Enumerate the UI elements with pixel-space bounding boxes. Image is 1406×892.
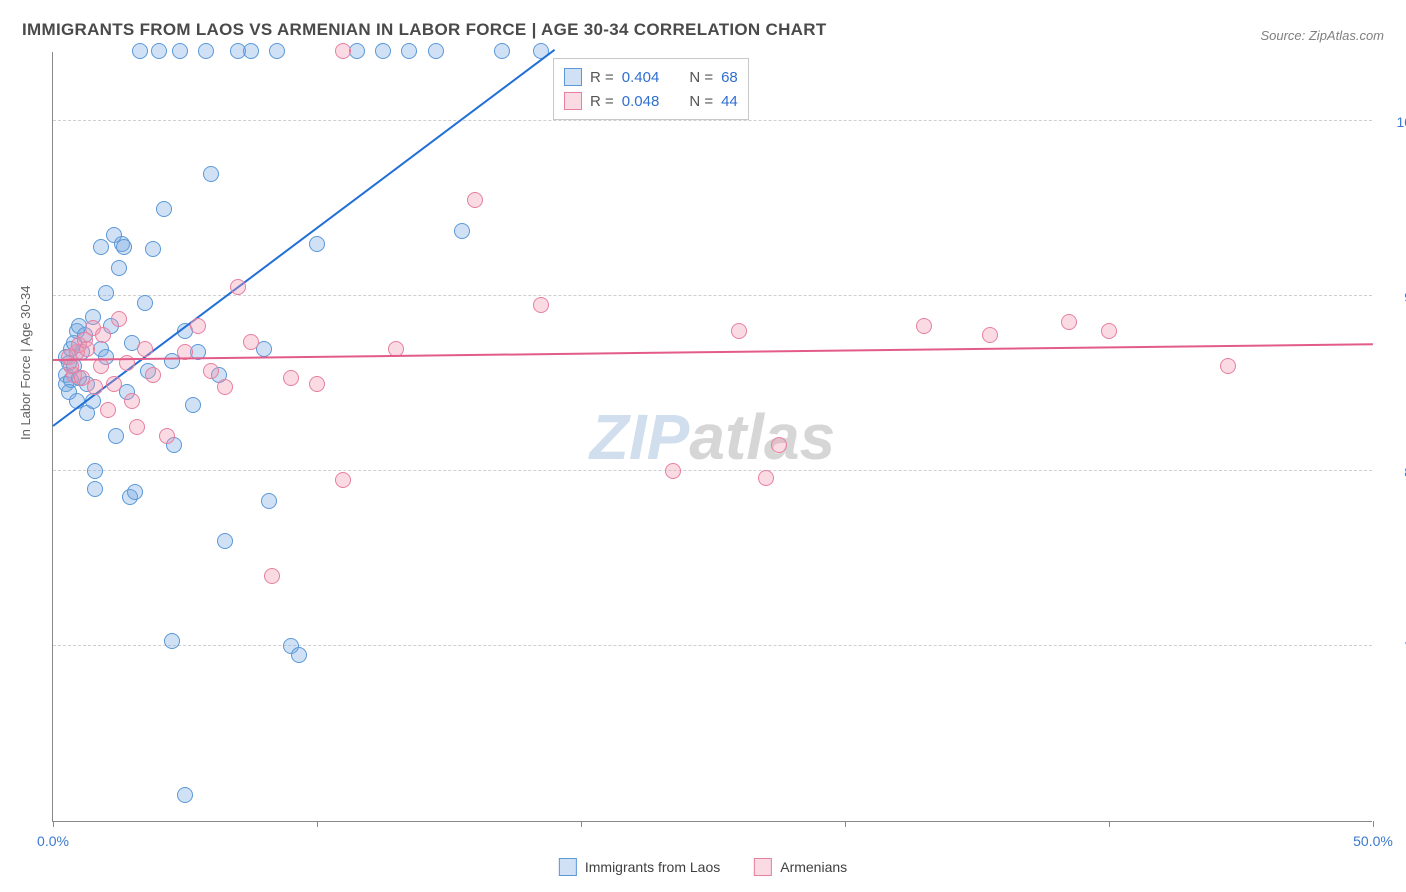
scatter-point [467,192,483,208]
scatter-point [1101,323,1117,339]
scatter-point [264,568,280,584]
scatter-point [533,297,549,313]
scatter-point [731,323,747,339]
scatter-point [87,481,103,497]
legend-swatch [754,858,772,876]
x-tick [1109,821,1110,827]
scatter-point [116,239,132,255]
scatter-point [108,428,124,444]
scatter-point [172,43,188,59]
x-tick-label: 0.0% [37,833,69,849]
scatter-point [132,43,148,59]
correlation-stats-legend: R =0.404N =68R =0.048N =44 [553,58,749,120]
scatter-point [124,393,140,409]
x-tick [1373,821,1374,827]
series-legend: Immigrants from Laos Armenians [559,858,847,876]
scatter-point [203,166,219,182]
scatter-point [87,463,103,479]
scatter-point [111,260,127,276]
scatter-point [185,397,201,413]
legend-swatch [559,858,577,876]
y-tick-label: 100.0% [1384,114,1406,130]
scatter-point [177,787,193,803]
legend-swatch [564,68,582,86]
scatter-point [93,239,109,255]
scatter-point [401,43,417,59]
scatter-point [129,419,145,435]
scatter-point [291,647,307,663]
stats-legend-row: R =0.404N =68 [564,65,738,89]
scatter-point [159,428,175,444]
scatter-point [375,43,391,59]
gridline-horizontal [53,120,1372,121]
x-tick-label: 50.0% [1353,833,1393,849]
scatter-point [243,334,259,350]
scatter-point [137,295,153,311]
scatter-point [309,376,325,392]
scatter-point [111,311,127,327]
scatter-point [230,279,246,295]
scatter-point [243,43,259,59]
y-axis-label: In Labor Force | Age 30-34 [18,286,33,440]
scatter-point [190,318,206,334]
scatter-point [454,223,470,239]
scatter-point [335,472,351,488]
gridline-horizontal [53,295,1372,296]
scatter-point [217,533,233,549]
scatter-point [261,493,277,509]
x-tick [317,821,318,827]
scatter-point [198,43,214,59]
y-tick-label: 70.0% [1384,639,1406,655]
scatter-point [156,201,172,217]
scatter-point [494,43,510,59]
scatter-point [145,241,161,257]
scatter-point [309,236,325,252]
scatter-point [98,285,114,301]
stats-legend-row: R =0.048N =44 [564,89,738,113]
x-tick [53,821,54,827]
scatter-point [982,327,998,343]
scatter-point [1061,314,1077,330]
scatter-point [916,318,932,334]
scatter-point [100,402,116,418]
scatter-point [771,437,787,453]
scatter-point [269,43,285,59]
source-attribution: Source: ZipAtlas.com [1260,28,1384,43]
scatter-point [665,463,681,479]
scatter-plot: ZIPatlas R =0.404N =68R =0.048N =44 70.0… [52,52,1372,822]
x-tick [581,821,582,827]
legend-swatch [564,92,582,110]
legend-item: Immigrants from Laos [559,858,720,876]
scatter-point [164,633,180,649]
chart-title: IMMIGRANTS FROM LAOS VS ARMENIAN IN LABO… [22,20,827,40]
scatter-point [137,341,153,357]
legend-label: Armenians [780,859,847,875]
scatter-point [127,484,143,500]
scatter-point [145,367,161,383]
gridline-horizontal [53,645,1372,646]
scatter-point [758,470,774,486]
scatter-point [335,43,351,59]
scatter-point [119,355,135,371]
watermark: ZIPatlas [590,400,835,474]
scatter-point [1220,358,1236,374]
gridline-horizontal [53,470,1372,471]
y-tick-label: 90.0% [1384,289,1406,305]
scatter-point [428,43,444,59]
scatter-point [217,379,233,395]
scatter-point [95,327,111,343]
scatter-point [283,370,299,386]
scatter-point [151,43,167,59]
y-tick-label: 80.0% [1384,464,1406,480]
x-tick [845,821,846,827]
scatter-point [203,363,219,379]
scatter-point [87,379,103,395]
legend-item: Armenians [754,858,847,876]
legend-label: Immigrants from Laos [585,859,720,875]
scatter-point [79,341,95,357]
scatter-point [106,376,122,392]
